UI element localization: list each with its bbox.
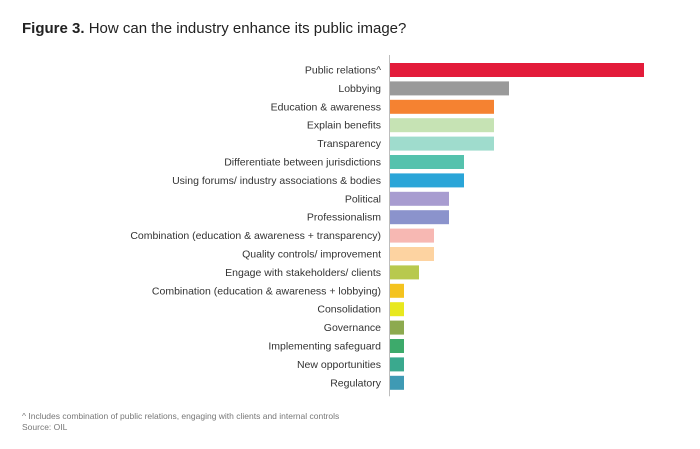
bar	[390, 136, 494, 151]
category-label: Professionalism	[307, 212, 381, 224]
category-label: Education & awareness	[271, 101, 381, 113]
bar	[390, 247, 434, 261]
category-label: Implementing safeguard	[268, 341, 381, 353]
figure-label: Figure 3.	[22, 20, 85, 37]
category-label: Explain benefits	[307, 120, 381, 132]
category-label: Engage with stakeholders/ clients	[225, 267, 381, 279]
figure-title: Figure 3. How can the industry enhance i…	[22, 20, 406, 37]
category-label: Governance	[324, 322, 381, 334]
bars	[390, 63, 644, 390]
bar	[390, 357, 404, 372]
category-label: Public relations^	[305, 65, 381, 77]
category-label: New opportunities	[297, 359, 381, 371]
bar	[390, 173, 464, 188]
category-label: Using forums/ industry associations & bo…	[172, 175, 381, 187]
category-label: Lobbying	[338, 83, 381, 95]
figure-title-text: How can the industry enhance its public …	[88, 20, 407, 37]
bar	[390, 81, 509, 96]
category-label: Differentiate between jurisdictions	[224, 157, 381, 169]
bar	[390, 265, 419, 280]
bar	[390, 302, 404, 317]
category-labels: Public relations^ Lobbying Education & awa…	[130, 65, 381, 390]
footnote-source: Source: OIL	[22, 422, 68, 432]
bar	[390, 99, 494, 114]
bar	[390, 375, 404, 390]
category-label: Regulatory	[330, 377, 382, 389]
bar	[390, 320, 404, 335]
bar	[390, 283, 404, 298]
category-label: Combination (education & awareness + lob…	[152, 285, 381, 297]
bar	[390, 339, 404, 353]
footnote-note: ^ Includes combination of public relatio…	[22, 411, 340, 421]
footnote: ^ Includes combination of public relatio…	[22, 411, 339, 433]
category-label: Combination (education & awareness + tra…	[130, 230, 381, 242]
bar	[390, 63, 644, 77]
bar	[390, 228, 434, 243]
bar	[390, 191, 449, 206]
bar	[390, 118, 494, 133]
category-label: Consolidation	[317, 304, 381, 316]
category-label: Quality controls/ improvement	[242, 249, 381, 261]
bar	[390, 155, 464, 169]
bar	[390, 210, 449, 225]
category-label: Political	[345, 193, 381, 205]
category-label: Transparency	[317, 138, 382, 150]
